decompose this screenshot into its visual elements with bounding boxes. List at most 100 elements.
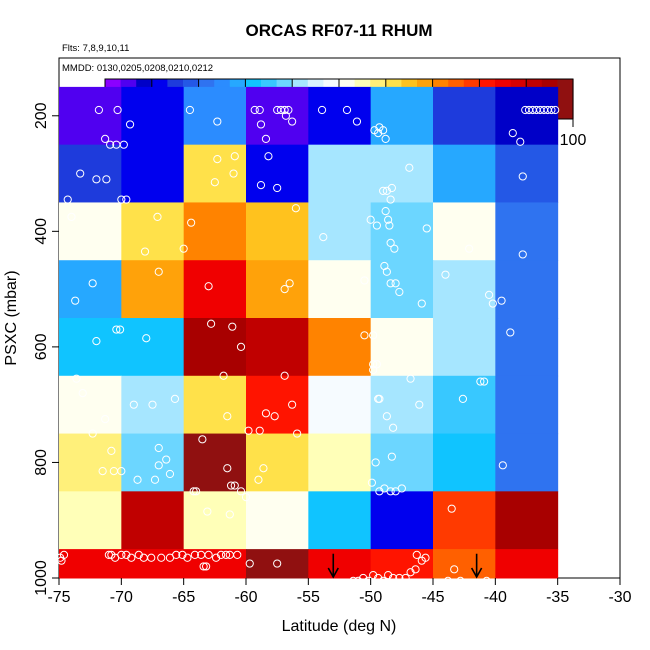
data-point bbox=[441, 270, 450, 279]
data-point bbox=[115, 325, 125, 334]
data-point bbox=[518, 250, 527, 259]
heatmap-cell bbox=[308, 318, 372, 377]
data-point bbox=[382, 267, 391, 276]
data-point bbox=[280, 371, 289, 380]
data-point bbox=[223, 464, 232, 473]
data-point bbox=[280, 285, 289, 294]
heatmap-cell bbox=[59, 260, 122, 319]
x-tick-label: -40 bbox=[484, 589, 507, 606]
heatmap-cell bbox=[370, 144, 434, 203]
data-point bbox=[133, 475, 142, 484]
data-point bbox=[401, 573, 410, 583]
data-point bbox=[94, 105, 103, 115]
heatmap-cell bbox=[246, 433, 309, 492]
data-point bbox=[379, 186, 388, 195]
heatmap-cell bbox=[433, 375, 496, 435]
data-point bbox=[211, 553, 221, 562]
data-point bbox=[67, 212, 76, 221]
data-point bbox=[150, 475, 160, 484]
data-point bbox=[125, 120, 135, 129]
data-point bbox=[465, 244, 474, 253]
data-point bbox=[78, 389, 87, 398]
data-point bbox=[375, 394, 384, 403]
data-point bbox=[372, 221, 381, 230]
data-point bbox=[225, 510, 234, 519]
data-point bbox=[134, 550, 143, 559]
data-point bbox=[317, 105, 327, 115]
data-point bbox=[142, 334, 151, 343]
data-point bbox=[547, 105, 556, 115]
heatmap-cell bbox=[183, 144, 247, 203]
x-tick-label: -50 bbox=[359, 589, 382, 606]
heatmap-cell bbox=[246, 144, 309, 203]
data-point bbox=[364, 576, 373, 585]
data-point bbox=[154, 443, 163, 453]
surface-arrows bbox=[327, 553, 483, 579]
heatmap-cell bbox=[183, 491, 247, 550]
data-point bbox=[199, 562, 208, 571]
heatmap-cell bbox=[308, 491, 372, 550]
data-point bbox=[372, 360, 381, 369]
x-tick-label: -35 bbox=[546, 589, 569, 606]
heatmap-cell bbox=[495, 260, 559, 319]
heatmap-cell bbox=[59, 433, 122, 492]
data-point bbox=[551, 105, 560, 115]
heatmap-cell bbox=[495, 375, 559, 435]
data-point bbox=[233, 550, 242, 559]
data-point bbox=[72, 374, 81, 383]
data-point bbox=[450, 565, 459, 574]
data-point bbox=[204, 550, 213, 559]
data-point bbox=[456, 576, 465, 585]
data-point bbox=[443, 576, 453, 585]
down-arrow-icon bbox=[327, 553, 339, 579]
data-point bbox=[88, 429, 97, 438]
data-point bbox=[382, 186, 391, 195]
data-point bbox=[384, 215, 393, 224]
data-point bbox=[113, 105, 122, 115]
data-point bbox=[395, 287, 404, 297]
heatmap-cell bbox=[308, 260, 372, 319]
data-point bbox=[256, 120, 266, 129]
heatmap-cell bbox=[495, 144, 559, 203]
heatmap-cell bbox=[308, 144, 372, 203]
data-point bbox=[204, 282, 213, 291]
data-point bbox=[117, 550, 126, 559]
heatmap-cell bbox=[59, 491, 122, 550]
heatmap-cell bbox=[370, 433, 434, 492]
data-point bbox=[369, 571, 378, 580]
x-axis: -75 -70 -65 -60 -55 -50 -45 -40 -35 -30 bbox=[47, 578, 632, 606]
data-point bbox=[190, 550, 199, 559]
data-point bbox=[101, 415, 110, 424]
x-tick-label: -55 bbox=[297, 589, 320, 606]
data-point bbox=[178, 550, 187, 559]
heatmap-cell bbox=[433, 433, 496, 492]
data-point bbox=[254, 475, 263, 484]
data-point bbox=[369, 365, 378, 375]
data-point bbox=[88, 279, 97, 288]
data-point bbox=[352, 117, 362, 126]
data-point bbox=[270, 412, 279, 421]
data-point bbox=[389, 423, 398, 432]
data-point bbox=[140, 247, 150, 256]
data-point bbox=[319, 233, 328, 242]
data-point bbox=[379, 576, 388, 585]
data-point bbox=[370, 126, 379, 135]
heatmap-cell bbox=[246, 491, 309, 550]
data-point bbox=[458, 394, 468, 403]
data-point bbox=[288, 400, 297, 409]
heatmap-cell bbox=[433, 86, 496, 146]
data-point bbox=[291, 204, 300, 213]
heatmap-cell bbox=[246, 318, 309, 377]
heatmap-cell bbox=[121, 375, 185, 435]
data-point bbox=[406, 568, 415, 577]
heatmap-cell bbox=[495, 491, 559, 550]
data-point bbox=[397, 484, 406, 493]
heatmap-cell bbox=[246, 260, 309, 319]
data-point bbox=[244, 426, 253, 435]
data-point bbox=[391, 279, 400, 288]
data-point bbox=[508, 129, 517, 138]
data-point bbox=[405, 163, 414, 172]
data-point bbox=[185, 105, 194, 115]
heatmap-cell bbox=[121, 144, 185, 203]
data-point bbox=[157, 553, 166, 562]
